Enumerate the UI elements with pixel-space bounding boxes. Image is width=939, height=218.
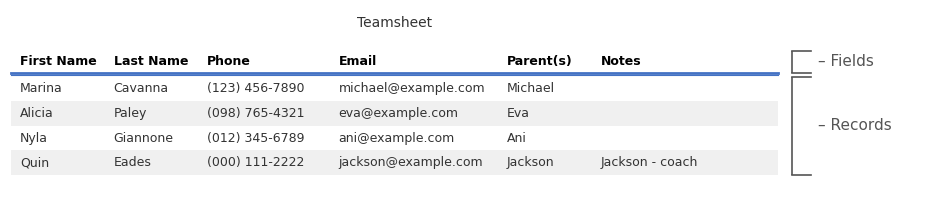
Text: First Name: First Name [20,55,97,68]
FancyBboxPatch shape [10,150,778,175]
FancyBboxPatch shape [10,101,778,126]
Text: Ani: Ani [507,131,527,145]
FancyBboxPatch shape [10,49,778,74]
Text: eva@example.com: eva@example.com [338,107,458,120]
Text: – Fields: – Fields [818,54,873,69]
Text: (012) 345-6789: (012) 345-6789 [208,131,305,145]
Text: Eades: Eades [114,156,151,169]
Text: jackson@example.com: jackson@example.com [338,156,483,169]
Text: Quin: Quin [20,156,49,169]
Text: (000) 111-2222: (000) 111-2222 [208,156,305,169]
Text: (098) 765-4321: (098) 765-4321 [208,107,305,120]
Text: Jackson - coach: Jackson - coach [601,156,698,169]
Text: michael@example.com: michael@example.com [338,82,485,95]
FancyBboxPatch shape [10,126,778,150]
Text: Michael: Michael [507,82,555,95]
Text: Teamsheet: Teamsheet [357,16,432,30]
Text: Last Name: Last Name [114,55,188,68]
Text: Alicia: Alicia [20,107,54,120]
Text: Email: Email [338,55,377,68]
Text: Notes: Notes [601,55,641,68]
Text: Giannone: Giannone [114,131,174,145]
Text: Marina: Marina [20,82,63,95]
Text: Parent(s): Parent(s) [507,55,573,68]
Text: ani@example.com: ani@example.com [338,131,454,145]
FancyBboxPatch shape [10,76,778,101]
Text: Cavanna: Cavanna [114,82,169,95]
Text: Phone: Phone [208,55,252,68]
Text: Eva: Eva [507,107,530,120]
Text: Paley: Paley [114,107,147,120]
Text: Nyla: Nyla [20,131,48,145]
Text: – Records: – Records [818,118,891,133]
Text: (123) 456-7890: (123) 456-7890 [208,82,305,95]
Text: Jackson: Jackson [507,156,555,169]
